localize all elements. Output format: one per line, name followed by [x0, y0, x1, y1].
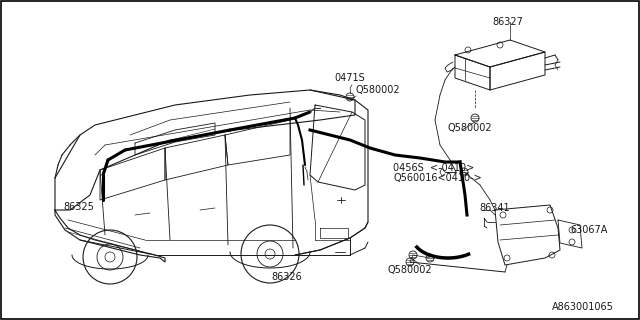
Text: 86325: 86325 — [63, 202, 94, 212]
Text: Q580002: Q580002 — [356, 85, 401, 95]
Text: 86327: 86327 — [492, 17, 523, 27]
Text: Q580002: Q580002 — [387, 265, 431, 275]
Text: 0471S: 0471S — [334, 73, 365, 83]
Text: Q580002: Q580002 — [448, 123, 493, 133]
Text: A863001065: A863001065 — [552, 302, 614, 312]
Text: 86341: 86341 — [479, 203, 509, 213]
Text: 0456S  <-0410>: 0456S <-0410> — [393, 163, 474, 173]
Text: 86326: 86326 — [271, 272, 301, 282]
Text: 63067A: 63067A — [570, 225, 607, 235]
Text: Q560016<0410->: Q560016<0410-> — [393, 173, 482, 183]
